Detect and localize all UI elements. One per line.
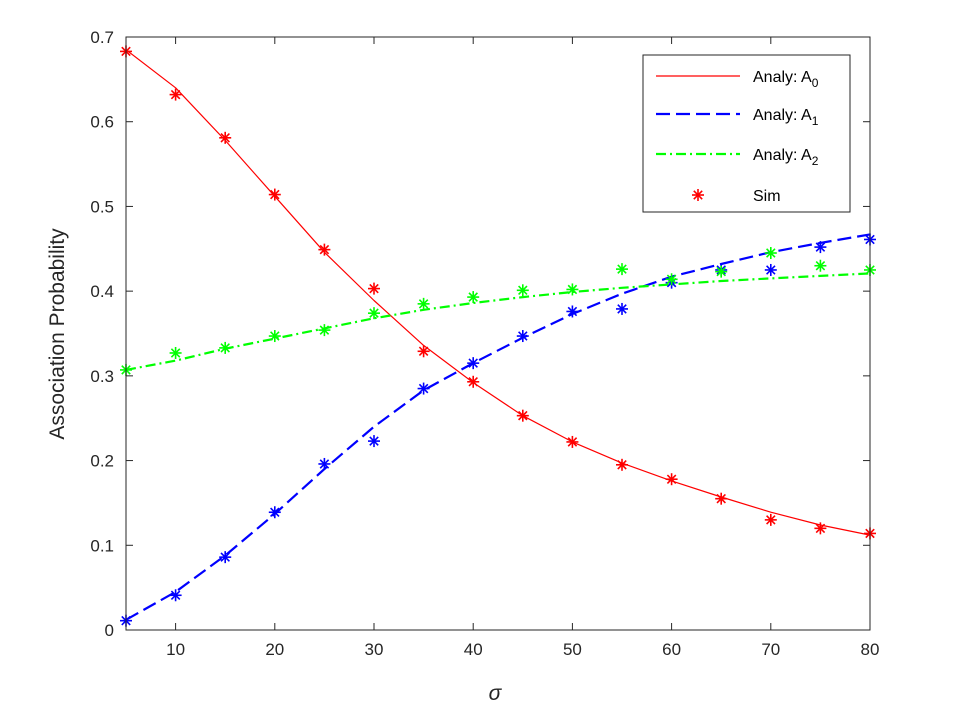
sim-marker-2 (417, 297, 430, 310)
x-tick-label: 70 (761, 640, 780, 659)
sim-marker-0 (219, 131, 232, 144)
sim-marker-1 (169, 589, 182, 602)
series-line-1 (125, 233, 871, 621)
sim-marker-1 (764, 263, 777, 276)
sim-marker-2 (268, 330, 281, 343)
sim-marker-1 (814, 241, 827, 254)
plot-frame (125, 36, 871, 631)
series-line-2 (125, 272, 871, 371)
x-tick-label: 60 (662, 640, 681, 659)
sim-marker-2 (169, 346, 182, 359)
y-tick-label: 0.5 (90, 197, 114, 216)
sim-marker-2 (516, 284, 529, 297)
legend-label-1: Analy: A1 (753, 107, 819, 128)
legend-label-0: Analy: A0 (753, 69, 819, 90)
y-tick-label: 0.1 (90, 536, 114, 555)
x-tick-label: 10 (166, 640, 185, 659)
sim-marker-0 (318, 243, 331, 256)
sim-marker-0 (268, 188, 281, 201)
x-axis-label: σ (489, 682, 503, 705)
sim-marker-2 (715, 265, 728, 278)
sim-marker-0 (616, 458, 628, 471)
sim-marker-2 (814, 259, 827, 272)
sim-marker-0 (715, 492, 728, 505)
legend-label-2: Analy: A2 (753, 147, 819, 168)
x-tick-label: 80 (861, 640, 880, 659)
sim-marker-0 (566, 435, 579, 448)
y-tick-label: 0.4 (90, 282, 114, 301)
y-tick-label: 0.7 (90, 28, 114, 47)
axis-ticks: 10 20 30 40 50 60 70 80 0 0.1 0.2 0.3 0.4 0.5 0.6 0.7 (90, 28, 879, 659)
sim-marker-0 (467, 375, 480, 388)
sim-marker-1 (268, 506, 281, 519)
series-line-0 (125, 49, 871, 536)
sim-marker-1 (467, 357, 480, 370)
y-tick-label: 0 (105, 621, 114, 640)
sim-marker-2 (665, 273, 678, 286)
sim-marker-2 (219, 341, 232, 354)
sim-marker-0 (665, 473, 678, 486)
sim-marker-0 (516, 409, 529, 422)
sim-marker-1 (219, 551, 232, 564)
x-tick-label: 40 (464, 640, 483, 659)
legend-label-sim: Sim (753, 188, 781, 205)
sim-marker-0 (764, 513, 777, 526)
y-axis-label: Association Probability (46, 228, 69, 440)
y-tick-label: 0.2 (90, 452, 114, 471)
sim-marker-0 (417, 345, 430, 358)
sim-marker-1 (516, 330, 529, 343)
sim-marker-2 (467, 291, 480, 304)
sim-marker-2 (764, 247, 777, 260)
sim-marker-0 (368, 282, 380, 295)
sim-marker-1 (566, 305, 579, 318)
legend: Analy: A0 Analy: A1 Analy: A2 Sim (642, 54, 851, 213)
x-tick-label: 50 (563, 640, 582, 659)
legend-marker-sim (692, 189, 704, 201)
sim-marker-0 (814, 522, 827, 535)
sim-marker-2 (318, 324, 331, 337)
plot-marks (120, 45, 876, 627)
sim-marker-1 (616, 302, 628, 315)
sim-marker-2 (368, 307, 380, 320)
x-tick-label: 20 (265, 640, 284, 659)
legend-box (642, 54, 851, 213)
x-tick-label: 30 (365, 640, 384, 659)
sim-marker-2 (616, 263, 628, 276)
y-tick-label: 0.6 (90, 113, 114, 132)
y-tick-label: 0.3 (90, 367, 114, 386)
sim-marker-2 (566, 283, 579, 296)
sim-marker-1 (318, 457, 331, 470)
sim-marker-1 (368, 435, 380, 448)
sim-marker-1 (417, 382, 430, 395)
sim-marker-0 (169, 88, 182, 101)
